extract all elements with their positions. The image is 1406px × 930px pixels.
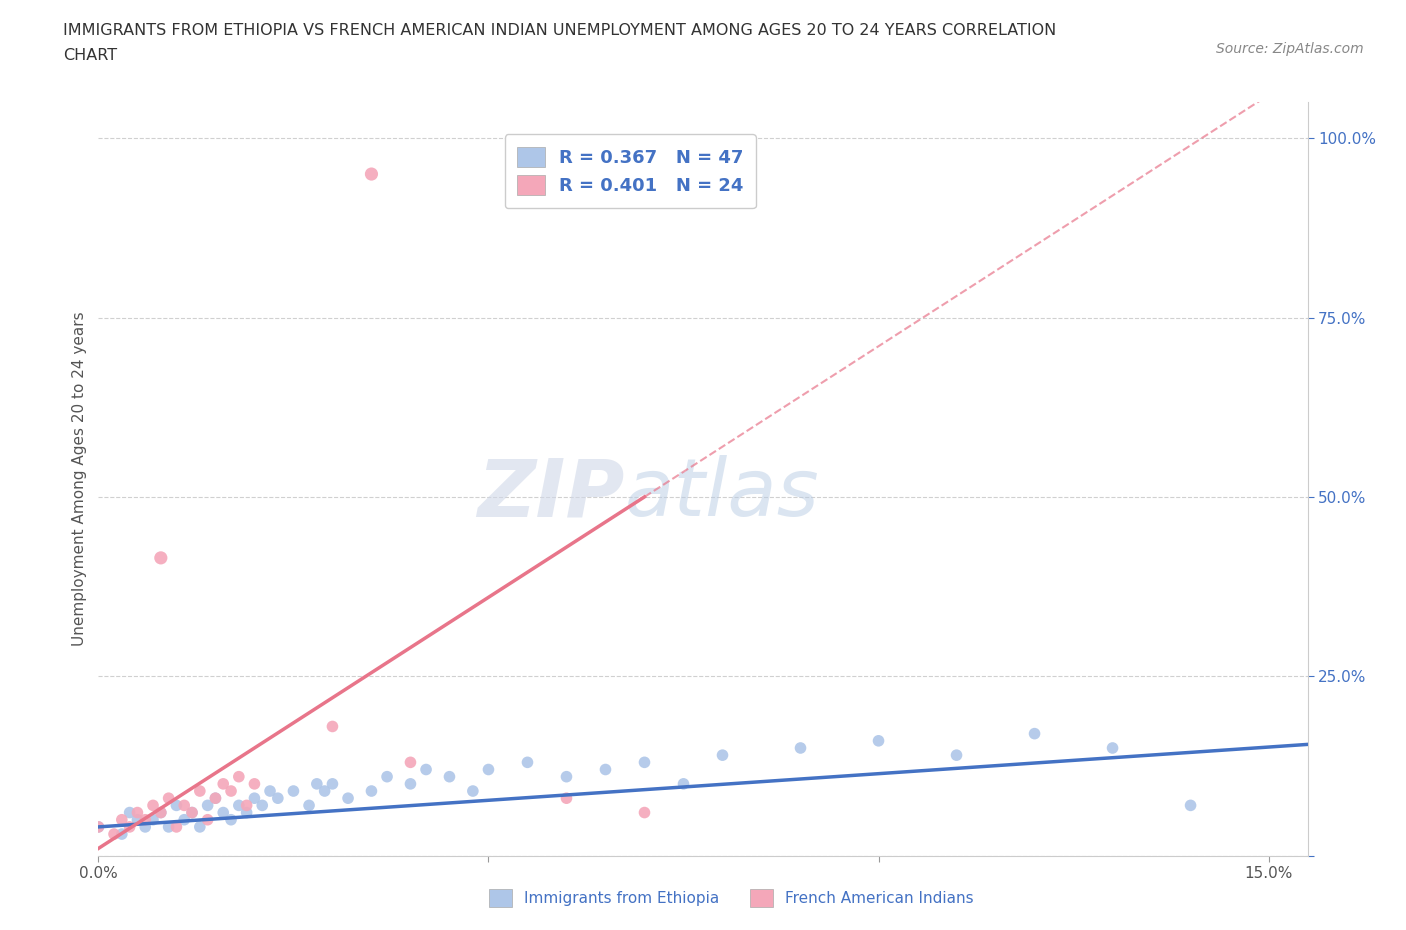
Point — [314, 784, 336, 799]
Point — [118, 819, 141, 834]
Point — [399, 755, 422, 770]
Point — [87, 819, 110, 834]
Point — [157, 790, 180, 805]
Point — [235, 798, 257, 813]
Point — [142, 798, 165, 813]
Point — [228, 769, 250, 784]
Point — [204, 790, 226, 805]
Point — [243, 790, 266, 805]
Point — [305, 777, 328, 791]
Point — [439, 769, 461, 784]
Point — [360, 784, 382, 799]
Legend: R = 0.367   N = 47, R = 0.401   N = 24: R = 0.367 N = 47, R = 0.401 N = 24 — [505, 134, 756, 208]
Point — [149, 805, 172, 820]
Point — [243, 777, 266, 791]
Point — [360, 166, 382, 181]
Point — [711, 748, 734, 763]
Point — [134, 812, 156, 827]
Y-axis label: Unemployment Among Ages 20 to 24 years: Unemployment Among Ages 20 to 24 years — [72, 312, 87, 646]
Point — [149, 805, 172, 820]
Point — [197, 812, 219, 827]
Point — [1101, 740, 1123, 755]
Point — [212, 777, 235, 791]
Point — [165, 819, 187, 834]
Point — [103, 827, 125, 842]
Legend: Immigrants from Ethiopia, French American Indians: Immigrants from Ethiopia, French America… — [482, 884, 980, 913]
Point — [477, 762, 499, 777]
Text: Source: ZipAtlas.com: Source: ZipAtlas.com — [1216, 42, 1364, 56]
Point — [399, 777, 422, 791]
Point — [283, 784, 305, 799]
Point — [252, 798, 274, 813]
Point — [321, 719, 343, 734]
Point — [337, 790, 360, 805]
Point — [181, 805, 204, 820]
Point — [111, 812, 134, 827]
Point — [219, 812, 242, 827]
Point — [173, 812, 195, 827]
Point — [321, 777, 343, 791]
Point — [945, 748, 967, 763]
Point — [157, 819, 180, 834]
Point — [173, 798, 195, 813]
Point — [595, 762, 617, 777]
Point — [298, 798, 321, 813]
Point — [555, 790, 578, 805]
Point — [555, 769, 578, 784]
Point — [461, 784, 484, 799]
Point — [219, 784, 242, 799]
Point — [188, 784, 211, 799]
Point — [111, 827, 134, 842]
Point — [118, 805, 141, 820]
Text: IMMIGRANTS FROM ETHIOPIA VS FRENCH AMERICAN INDIAN UNEMPLOYMENT AMONG AGES 20 TO: IMMIGRANTS FROM ETHIOPIA VS FRENCH AMERI… — [63, 23, 1056, 38]
Point — [415, 762, 437, 777]
Point — [516, 755, 538, 770]
Point — [259, 784, 281, 799]
Text: CHART: CHART — [63, 48, 117, 63]
Point — [87, 819, 110, 834]
Point — [142, 812, 165, 827]
Point — [789, 740, 811, 755]
Point — [197, 798, 219, 813]
Text: ZIP: ZIP — [477, 455, 624, 533]
Point — [204, 790, 226, 805]
Point — [149, 551, 172, 565]
Point — [134, 819, 156, 834]
Text: atlas: atlas — [624, 455, 820, 533]
Point — [633, 755, 655, 770]
Point — [188, 819, 211, 834]
Point — [868, 734, 890, 749]
Point — [228, 798, 250, 813]
Point — [235, 805, 257, 820]
Point — [633, 805, 655, 820]
Point — [672, 777, 695, 791]
Point — [165, 798, 187, 813]
Point — [1024, 726, 1046, 741]
Point — [267, 790, 290, 805]
Point — [181, 805, 204, 820]
Point — [375, 769, 398, 784]
Point — [1180, 798, 1202, 813]
Point — [212, 805, 235, 820]
Point — [127, 812, 149, 827]
Point — [127, 805, 149, 820]
